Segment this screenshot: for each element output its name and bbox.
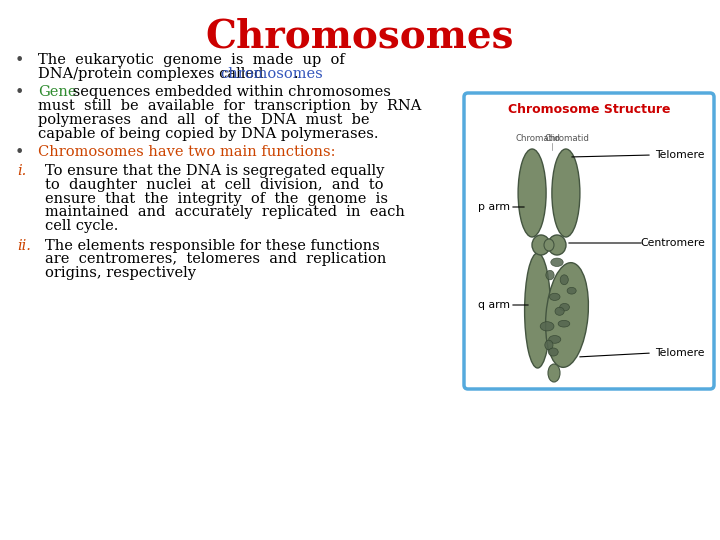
Ellipse shape (546, 262, 588, 367)
Ellipse shape (559, 303, 570, 311)
Ellipse shape (549, 293, 560, 300)
Text: Chromosome Structure: Chromosome Structure (508, 103, 670, 116)
Text: Gene: Gene (38, 85, 76, 99)
Text: Telomere: Telomere (655, 150, 705, 160)
Ellipse shape (545, 340, 553, 350)
Ellipse shape (546, 271, 554, 280)
Ellipse shape (548, 364, 560, 382)
Ellipse shape (540, 322, 554, 331)
Text: Telomere: Telomere (655, 348, 705, 358)
Text: Chromatid: Chromatid (516, 134, 560, 143)
Text: •: • (15, 145, 24, 160)
Text: The  eukaryotic  genome  is  made  up  of: The eukaryotic genome is made up of (38, 53, 345, 67)
Text: ensure  that  the  integrity  of  the  genome  is: ensure that the integrity of the genome … (45, 192, 388, 206)
Ellipse shape (549, 348, 558, 356)
Text: Chromosomes: Chromosomes (206, 18, 514, 56)
Ellipse shape (549, 335, 561, 343)
Text: i.: i. (17, 164, 26, 178)
Ellipse shape (560, 275, 568, 285)
Text: must  still  be  available  for  transcription  by  RNA: must still be available for transcriptio… (38, 99, 421, 113)
Ellipse shape (558, 320, 570, 327)
Text: The elements responsible for these functions: The elements responsible for these funct… (45, 239, 379, 253)
Text: maintained  and  accurately  replicated  in  each: maintained and accurately replicated in … (45, 206, 405, 219)
Text: polymerases  and  all  of  the  DNA  must  be: polymerases and all of the DNA must be (38, 113, 369, 127)
Text: Chromatid: Chromatid (544, 134, 590, 143)
Ellipse shape (532, 235, 550, 255)
Text: •: • (15, 85, 24, 100)
Text: are  centromeres,  telomeres  and  replication: are centromeres, telomeres and replicati… (45, 252, 387, 266)
Text: sequences embedded within chromosomes: sequences embedded within chromosomes (68, 85, 391, 99)
Ellipse shape (552, 149, 580, 237)
Text: capable of being copied by DNA polymerases.: capable of being copied by DNA polymeras… (38, 127, 379, 141)
Text: p arm: p arm (478, 202, 510, 212)
Text: origins, respectively: origins, respectively (45, 266, 196, 280)
Text: to  daughter  nuclei  at  cell  division,  and  to: to daughter nuclei at cell division, and… (45, 178, 384, 192)
Text: •: • (15, 53, 24, 68)
Text: .: . (294, 67, 299, 81)
Ellipse shape (567, 287, 576, 294)
Text: Centromere: Centromere (640, 238, 705, 248)
Text: ii.: ii. (17, 239, 31, 253)
Text: To ensure that the DNA is segregated equally: To ensure that the DNA is segregated equ… (45, 164, 384, 178)
FancyBboxPatch shape (464, 93, 714, 389)
Ellipse shape (544, 239, 554, 251)
Text: chromosomes: chromosomes (220, 67, 323, 81)
Text: Chromosomes have two main functions:: Chromosomes have two main functions: (38, 145, 336, 159)
Text: q arm: q arm (478, 300, 510, 310)
Text: cell cycle.: cell cycle. (45, 219, 118, 233)
Ellipse shape (518, 149, 546, 237)
Ellipse shape (525, 253, 551, 368)
Ellipse shape (555, 307, 564, 315)
Ellipse shape (551, 258, 563, 267)
Ellipse shape (548, 235, 566, 255)
Text: DNA/protein complexes called: DNA/protein complexes called (38, 67, 268, 81)
